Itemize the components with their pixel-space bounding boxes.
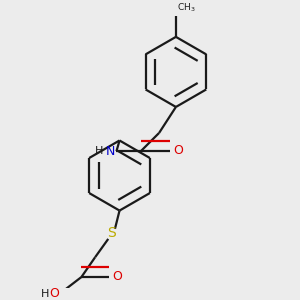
Text: O: O bbox=[173, 144, 183, 157]
Text: CH$_3$: CH$_3$ bbox=[177, 2, 196, 14]
Text: S: S bbox=[107, 226, 116, 240]
Text: H: H bbox=[95, 146, 103, 156]
Text: H: H bbox=[40, 289, 49, 299]
Text: O: O bbox=[112, 270, 122, 283]
Text: O: O bbox=[49, 287, 59, 300]
Text: N: N bbox=[106, 145, 115, 158]
